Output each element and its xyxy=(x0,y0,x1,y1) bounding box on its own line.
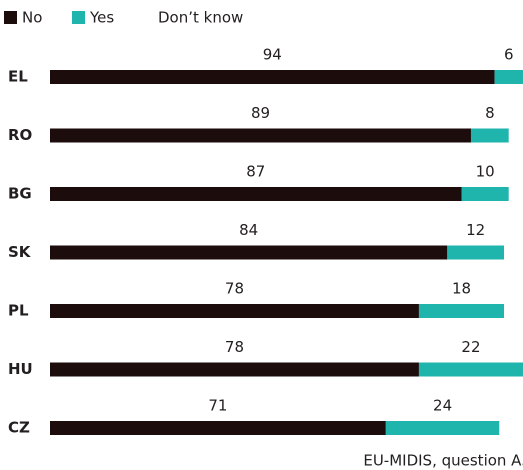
bar-segment xyxy=(418,304,505,318)
bar-segment xyxy=(50,128,471,143)
bar-segment xyxy=(50,187,462,201)
value-label: 10 xyxy=(476,163,495,181)
bar-segment xyxy=(504,304,523,318)
bar-segment xyxy=(50,421,386,435)
legend-swatch xyxy=(140,11,153,24)
bar-segment xyxy=(470,128,509,143)
value-label: 87 xyxy=(246,163,265,181)
value-label: 6 xyxy=(504,46,514,64)
bar-segment xyxy=(50,245,448,260)
category-label: CZ xyxy=(8,419,30,437)
value-label: 8 xyxy=(485,104,495,122)
category-label: BG xyxy=(8,185,32,203)
value-label: 18 xyxy=(452,280,471,298)
value-label: 71 xyxy=(208,397,227,415)
bar-segment xyxy=(508,128,523,143)
bar-segment xyxy=(385,421,500,435)
category-label: HU xyxy=(8,360,33,378)
value-label: 84 xyxy=(239,221,258,239)
legend-swatch xyxy=(4,11,17,24)
category-label: PL xyxy=(8,302,29,320)
value-label: 94 xyxy=(263,46,282,64)
category-label: EL xyxy=(8,68,28,86)
bar-segment xyxy=(447,245,505,260)
category-label: RO xyxy=(8,126,32,144)
source: EU-MIDIS, question A3 xyxy=(363,452,523,470)
value-label: 12 xyxy=(466,221,485,239)
value-label: 78 xyxy=(225,338,244,356)
value-label: 89 xyxy=(251,104,270,122)
bar-segment xyxy=(50,304,419,318)
bar-segment xyxy=(499,421,523,435)
legend-label: Don’t know xyxy=(158,9,243,27)
value-label: 78 xyxy=(225,280,244,298)
legend-label: No xyxy=(22,9,42,27)
value-label: 22 xyxy=(461,338,480,356)
bar-segment xyxy=(494,70,523,84)
legend-swatch xyxy=(72,11,85,24)
bar-segment xyxy=(418,362,523,377)
value-label: 24 xyxy=(433,397,452,415)
category-label: SK xyxy=(8,243,32,261)
bar-segment xyxy=(508,187,523,201)
legend-label: Yes xyxy=(89,9,114,27)
bar-segment xyxy=(50,362,419,377)
bar-segment xyxy=(461,187,509,201)
bar-segment xyxy=(50,70,495,84)
bar-segment xyxy=(504,245,523,260)
